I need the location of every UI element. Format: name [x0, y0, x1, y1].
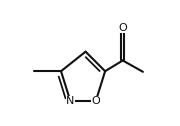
Text: N: N — [66, 96, 75, 106]
Text: O: O — [91, 96, 100, 106]
Text: O: O — [118, 23, 127, 33]
